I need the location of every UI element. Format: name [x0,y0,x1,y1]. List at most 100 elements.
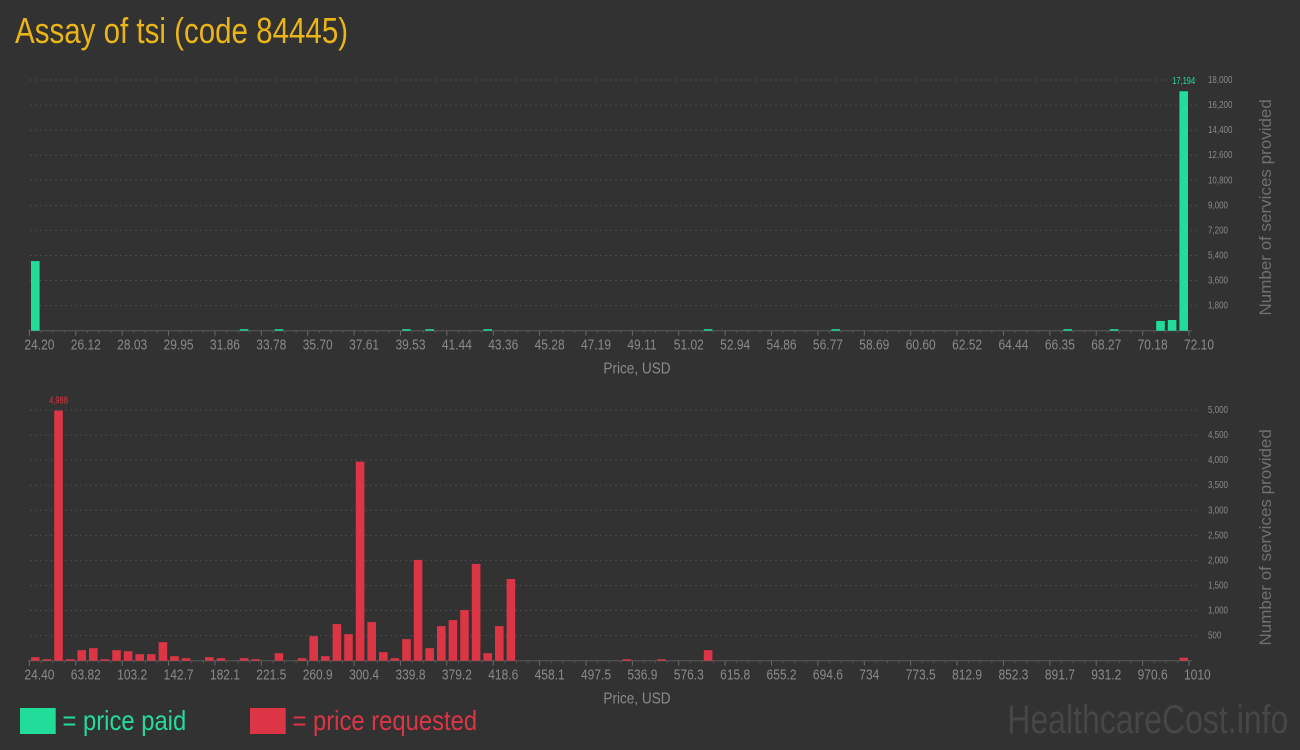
x-tick-label: 66.35 [1045,336,1075,353]
bar [205,657,214,661]
y-tick-label: 4,500 [1208,429,1228,440]
x-tick-label: 64.44 [998,336,1028,353]
bar [355,461,365,661]
bar [344,634,353,661]
watermark: HealthcareCost.info [1006,698,1288,742]
x-tick-label: 24.20 [24,336,54,353]
bar [483,329,492,331]
bar [274,653,284,661]
bar [483,653,492,661]
y-tick-label: 2,500 [1208,530,1228,541]
y-tick-label: 4,000 [1208,454,1228,465]
x-tick-label: 41.44 [442,336,472,353]
x-tick-label: 379.2 [442,666,472,683]
bar [309,636,318,661]
bar [1167,319,1177,331]
x-tick-label: 33.78 [256,336,286,353]
x-tick-label: 103.2 [117,666,147,683]
y-tick-label: 500 [1208,630,1221,641]
x-tick-label: 221.5 [256,666,286,683]
x-tick-label: 458.1 [535,666,565,683]
max-value-label: 17,194 [1172,75,1195,86]
y-axis-title: Number of services provided [1256,429,1275,645]
bar [170,656,179,661]
bar [216,658,226,661]
bar [123,651,133,661]
x-tick-label: 45.28 [535,336,565,353]
legend-price-requested: = price requested [250,705,477,737]
x-tick-label: 47.19 [581,336,611,353]
x-tick-label: 615.8 [720,666,750,683]
x-tick-label: 142.7 [164,666,194,683]
bar [181,658,191,661]
bar [425,648,434,661]
y-tick-label: 1,000 [1208,605,1228,616]
bar [1109,329,1119,331]
x-tick-label: 35.70 [303,336,333,353]
bar [437,626,446,661]
x-tick-label: 24.40 [24,666,54,683]
bar [135,654,144,661]
y-tick-label: 18,000 [1208,74,1232,85]
y-tick-label: 3,500 [1208,479,1228,490]
x-tick-label: 300.4 [349,666,379,683]
x-axis-title: Price, USD [603,361,670,378]
bar [332,624,342,661]
bar [31,261,40,331]
bar [77,650,86,661]
bar [402,639,411,661]
bar [413,559,423,661]
y-tick-label: 7,200 [1208,225,1228,236]
bar [703,650,713,661]
x-tick-label: 536.9 [627,666,657,683]
legend-requested-label: = price requested [292,705,478,736]
bar [1179,91,1188,331]
y-tick-label: 3,600 [1208,275,1228,286]
bar [495,626,504,661]
x-axis-title: Price, USD [603,691,670,708]
x-tick-label: 62.52 [952,336,982,353]
y-axis-title: Number of services provided [1256,99,1275,315]
x-tick-label: 931.2 [1091,666,1121,683]
bar [1156,320,1165,331]
x-tick-label: 734 [859,666,879,683]
bar [657,659,666,661]
bar [54,410,63,661]
x-tick-label: 43.36 [488,336,518,353]
paid-swatch [20,708,56,734]
x-tick-label: 68.27 [1091,336,1121,353]
x-tick-label: 26.12 [71,336,101,353]
bar [460,610,469,661]
x-tick-label: 63.82 [71,666,101,683]
x-tick-label: 852.3 [998,666,1028,683]
x-tick-label: 655.2 [767,666,797,683]
bar [321,656,330,661]
bar [297,658,307,661]
x-tick-label: 56.77 [813,336,843,353]
x-tick-label: 54.86 [767,336,797,353]
bar [239,329,249,331]
bar [1063,329,1072,331]
bar [831,329,840,331]
bar [1179,657,1188,661]
x-tick-label: 773.5 [906,666,936,683]
x-tick-label: 37.61 [349,336,379,353]
bar [448,620,458,661]
bar [65,659,75,661]
y-tick-label: 16,200 [1208,99,1232,110]
bar [425,329,434,331]
bar [622,659,632,661]
bar [390,658,400,661]
bar [367,622,376,661]
x-tick-label: 39.53 [395,336,425,353]
x-tick-label: 182.1 [210,666,240,683]
bar [402,329,411,331]
bar [251,659,260,661]
x-tick-label: 970.6 [1138,666,1168,683]
x-tick-label: 1010 [1184,666,1211,683]
y-tick-label: 1,800 [1208,300,1228,311]
bar [379,652,388,661]
x-tick-label: 694.6 [813,666,843,683]
y-tick-label: 1,500 [1208,580,1228,591]
y-tick-label: 2,000 [1208,555,1228,566]
